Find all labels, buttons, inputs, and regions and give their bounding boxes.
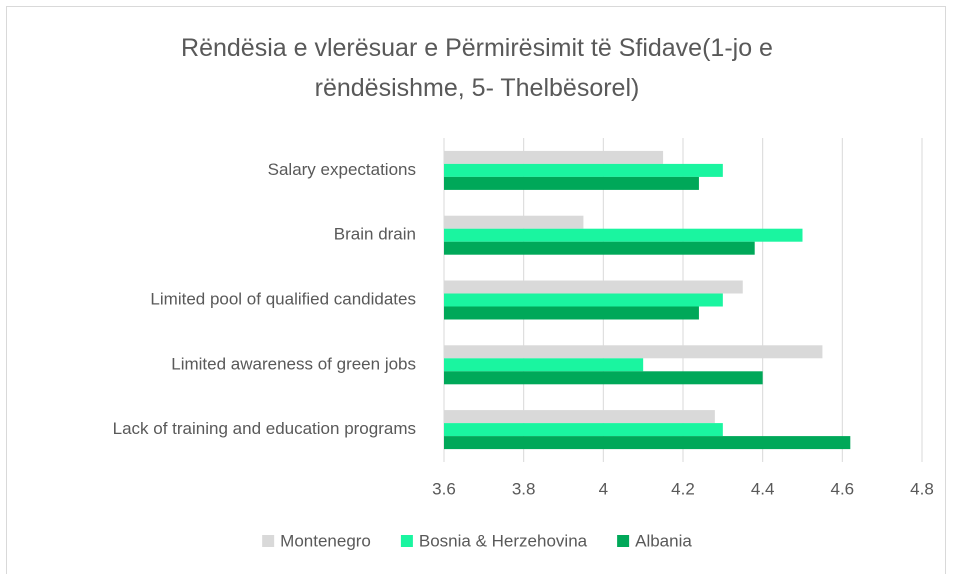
- x-tick-label: 3.8: [512, 479, 536, 498]
- chart-frame: [6, 6, 946, 574]
- legend-label: Montenegro: [280, 531, 371, 550]
- bar: [444, 358, 644, 372]
- legend-label: Albania: [635, 531, 692, 550]
- y-tick-label: Brain drain: [334, 225, 416, 244]
- legend-label: Bosnia & Herzehovina: [419, 531, 588, 550]
- bar: [444, 345, 823, 359]
- y-tick-label: Lack of training and education programs: [113, 419, 416, 438]
- bar: [444, 241, 755, 255]
- bar: [444, 215, 584, 229]
- x-tick-label: 4.2: [671, 479, 695, 498]
- bar: [444, 163, 723, 177]
- bar: [444, 371, 763, 385]
- bar: [444, 423, 723, 437]
- bar: [444, 436, 851, 450]
- y-tick-label: Limited awareness of green jobs: [171, 354, 416, 373]
- x-tick-label: 3.6: [432, 479, 456, 498]
- bar: [444, 410, 715, 424]
- bar: [444, 293, 723, 307]
- legend-swatch: [400, 535, 413, 547]
- x-tick-label: 4: [599, 479, 608, 498]
- y-tick-label: Limited pool of qualified candidates: [150, 289, 416, 308]
- bar: [444, 150, 664, 164]
- legend-swatch: [617, 535, 630, 547]
- bar: [444, 280, 743, 294]
- x-tick-label: 4.8: [910, 479, 934, 498]
- chart-title: Rëndësia e vlerësuar e Përmirësimit të S…: [181, 34, 773, 102]
- legend-swatch: [262, 535, 275, 547]
- bar: [444, 306, 699, 320]
- x-tick-label: 4.4: [751, 479, 775, 498]
- bar: [444, 176, 699, 190]
- x-tick-label: 4.6: [831, 479, 855, 498]
- bar: [444, 228, 803, 242]
- y-tick-label: Salary expectations: [268, 160, 416, 179]
